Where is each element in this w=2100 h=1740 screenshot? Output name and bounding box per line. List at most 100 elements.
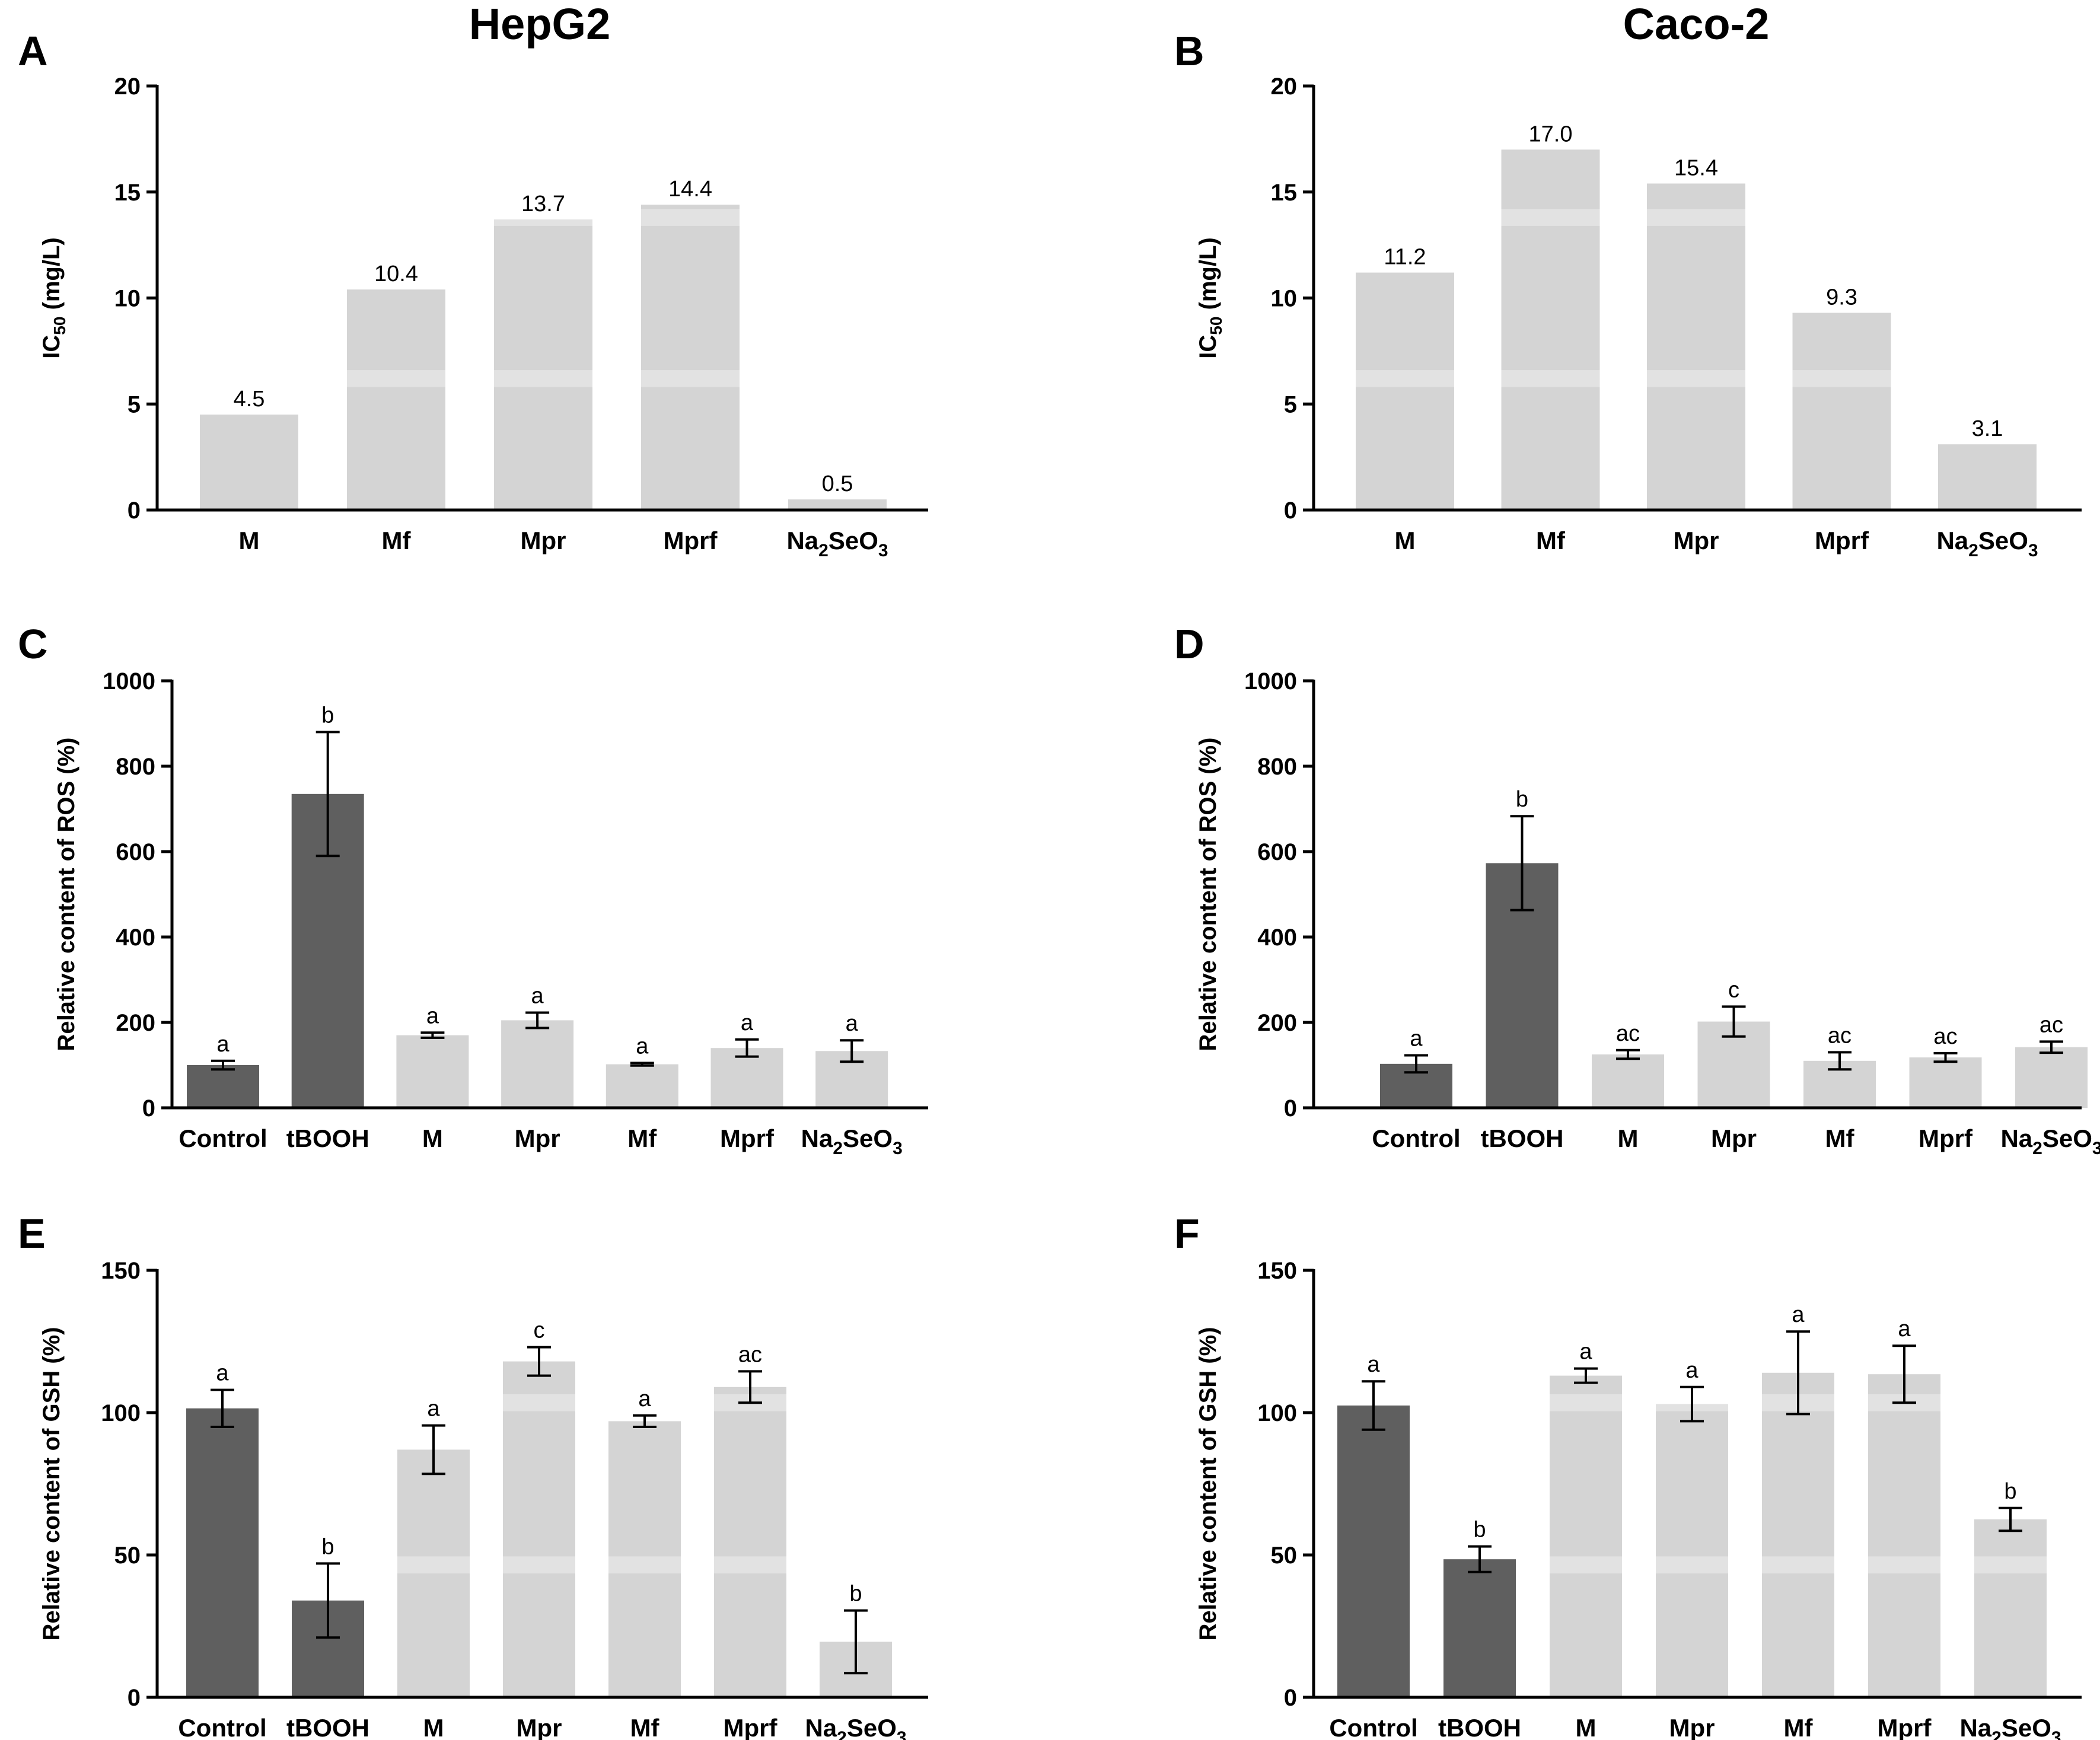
significance-letter: a <box>1410 1026 1423 1051</box>
significance-letter: a <box>636 1034 649 1059</box>
y-tick-label: 1000 <box>1244 668 1297 694</box>
significance-letter: b <box>1473 1518 1486 1543</box>
bar-band-0 <box>494 370 592 387</box>
y-tick-label: 400 <box>116 925 155 951</box>
y-axis-title-part: IC <box>1195 335 1221 359</box>
significance-letter: a <box>741 1011 754 1035</box>
category-label-part: M <box>239 527 260 554</box>
panel-d: Da Control b tBOOH ac Mc Mpr ac Mf ac Mprf ac Na2SeO… <box>1174 621 2100 1158</box>
category-label: Mprf <box>724 1714 778 1740</box>
bar-na2seo3 <box>1938 444 2037 510</box>
category-label-subscript: 3 <box>2092 1139 2100 1158</box>
category-label: Mpr <box>1669 1714 1715 1740</box>
y-tick-label: 0 <box>142 1095 155 1121</box>
bar-band-1 <box>641 209 740 226</box>
bar-m <box>1356 272 1454 510</box>
y-tick-label: 150 <box>101 1258 141 1284</box>
category-label-subscript: 2 <box>2032 1139 2042 1158</box>
bar-band-0 <box>641 370 740 387</box>
bar-mpr <box>1656 1404 1728 1697</box>
category-label-part: M <box>1576 1714 1596 1740</box>
significance-letter: a <box>426 1003 439 1028</box>
bar-mprf <box>714 1387 786 1697</box>
bar-mf <box>1501 149 1600 510</box>
panel-letter: B <box>1174 28 1204 74</box>
significance-letter: b <box>321 703 334 728</box>
bar-band-0 <box>503 1556 575 1574</box>
category-label-part: Mprf <box>1815 527 1869 554</box>
y-tick-label: 600 <box>1257 839 1297 865</box>
panel-letter: F <box>1174 1210 1200 1257</box>
category-label: Mprf <box>1815 527 1869 554</box>
category-label-subscript: 3 <box>897 1728 907 1740</box>
category-label-part: Na <box>1959 1714 1991 1740</box>
panel-e: Ea Control b tBOOH a Mc Mpr a Mf ac Mprf b Na2SeO3 0 5… <box>18 1210 928 1740</box>
category-label-part: Control <box>1372 1124 1460 1152</box>
category-label: Na2SeO3 <box>1959 1714 2061 1740</box>
significance-letter: c <box>1728 977 1739 1002</box>
category-label: M <box>1576 1714 1596 1740</box>
category-label: Mprf <box>1878 1714 1932 1740</box>
significance-letter: ac <box>2040 1012 2063 1037</box>
bar-control <box>186 1408 259 1697</box>
category-label-part: M <box>1618 1124 1639 1152</box>
category-label-part: Na <box>786 527 818 554</box>
category-label-part: M <box>423 1714 444 1740</box>
bar-m <box>1550 1375 1622 1697</box>
bar-band-1 <box>503 1394 575 1411</box>
bar-band-0 <box>1356 370 1454 387</box>
significance-letter: a <box>638 1387 651 1411</box>
category-label-part: Mf <box>630 1714 660 1740</box>
category-label-part: Mprf <box>1878 1714 1932 1740</box>
value-label: 0.5 <box>822 471 853 496</box>
y-tick-label: 5 <box>128 391 141 418</box>
significance-letter: a <box>216 1361 229 1386</box>
panel-letter: D <box>1174 621 1204 667</box>
bar-band-0 <box>1868 1556 1940 1574</box>
category-label: Control <box>179 1124 267 1152</box>
category-label-part: M <box>422 1124 443 1152</box>
bar-band-1 <box>1501 209 1600 226</box>
category-label-part: tBOOH <box>1481 1124 1564 1152</box>
y-axis-title-subscript: 50 <box>1207 317 1225 335</box>
bar-mf <box>347 289 445 510</box>
category-label-part: SeO <box>847 1714 897 1740</box>
bar-mprf <box>641 205 740 510</box>
y-tick-label: 15 <box>1271 180 1298 206</box>
value-label: 13.7 <box>521 192 565 216</box>
y-tick-label: 800 <box>116 754 155 780</box>
y-tick-label: 50 <box>1271 1543 1298 1569</box>
category-label: Na2SeO3 <box>805 1714 906 1740</box>
y-axis-title-part: Relative content of ROS (%) <box>53 738 79 1051</box>
category-label-part: Control <box>179 1124 267 1152</box>
category-label-part: tBOOH <box>286 1714 369 1740</box>
bar-tbooh <box>1443 1559 1516 1697</box>
category-label: M <box>1618 1124 1639 1152</box>
category-label-part: Mf <box>1536 527 1566 554</box>
category-label-part: Mpr <box>1674 527 1719 554</box>
bar-band-0 <box>397 1556 470 1574</box>
panel-c: Ca Control b tBOOH a Ma Mpr a Mf a Mprf a Na2SeO3 0 20… <box>18 621 928 1158</box>
category-label-subscript: 3 <box>878 541 888 560</box>
column-title-hepg2: HepG2 <box>469 0 611 49</box>
bar-control <box>187 1065 259 1108</box>
category-label: tBOOH <box>286 1714 369 1740</box>
y-axis-title-part: Relative content of GSH (%) <box>1195 1327 1221 1641</box>
significance-letter: a <box>427 1397 440 1422</box>
y-tick-label: 600 <box>116 839 155 865</box>
y-tick-label: 400 <box>1257 925 1297 951</box>
bar-mf <box>1762 1372 1834 1697</box>
significance-letter: c <box>534 1318 545 1343</box>
category-label-part: Na <box>2000 1124 2032 1152</box>
category-label-part: Mpr <box>1669 1714 1715 1740</box>
y-tick-label: 200 <box>116 1010 155 1036</box>
bar-band-0 <box>347 370 445 387</box>
panel-b: B 11.2 M 17.0 Mf 15.4 Mpr 9.3 Mprf 3.1 Na2SeO3 0 5 10… <box>1174 28 2082 560</box>
category-label-part: SeO <box>828 527 878 554</box>
panel-letter: A <box>18 28 48 74</box>
category-label: Na2SeO3 <box>1936 527 2038 560</box>
bar-mpr <box>1647 183 1745 510</box>
y-tick-label: 0 <box>128 1685 141 1711</box>
value-label: 15.4 <box>1674 155 1718 180</box>
y-axis-title: Relative content of GSH (%) <box>39 1327 65 1641</box>
